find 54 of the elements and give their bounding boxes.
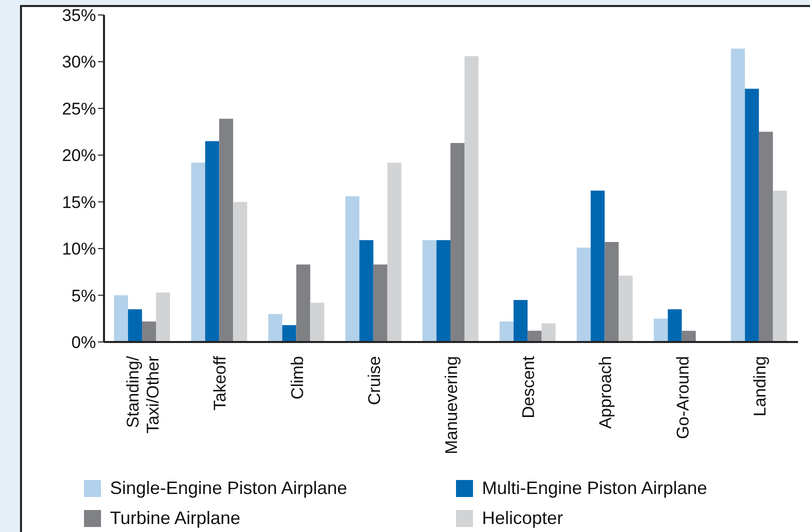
- y-tick-label: 20%: [62, 146, 96, 166]
- bar: [500, 321, 514, 342]
- bar: [542, 323, 556, 342]
- bar: [576, 248, 591, 342]
- bar: [422, 240, 436, 342]
- bar: [373, 264, 388, 342]
- bar: [450, 142, 464, 342]
- x-tick-label: Landing: [750, 356, 770, 417]
- x-tick-label: Takeoff: [210, 356, 230, 411]
- legend-label: Multi-Engine Piston Airplane: [482, 478, 708, 498]
- y-tick-label: 35%: [62, 6, 96, 26]
- bar: [219, 118, 234, 342]
- bar: [345, 196, 360, 342]
- bar: [282, 325, 296, 342]
- bar: [233, 202, 248, 342]
- x-tick-label: Standing/Taxi/Other: [124, 356, 163, 434]
- bar: [730, 48, 745, 342]
- bar: [618, 276, 633, 342]
- y-tick-label: 15%: [62, 192, 96, 212]
- bar: [436, 240, 450, 342]
- bar: [590, 190, 605, 342]
- x-tick-label: Go-Around: [673, 356, 692, 440]
- bar: [604, 242, 619, 342]
- bar: [387, 162, 402, 342]
- y-tick-label: 5%: [71, 286, 96, 306]
- legend-label: Helicopter: [482, 508, 564, 528]
- x-tick-label: Approach: [596, 356, 616, 429]
- y-tick-label: 0%: [71, 333, 96, 352]
- bar: [310, 302, 324, 342]
- bar: [114, 295, 128, 342]
- x-tick-label: Descent: [519, 356, 538, 418]
- bar: [156, 292, 170, 342]
- bar: [128, 309, 142, 342]
- y-tick-label: 25%: [62, 99, 96, 118]
- bar: [205, 141, 220, 342]
- bar: [296, 264, 310, 342]
- x-tick-label: Manuevering: [442, 356, 461, 454]
- bar: [268, 314, 282, 342]
- bar: [191, 162, 206, 342]
- bar: [142, 321, 156, 342]
- bar: [668, 309, 682, 342]
- bar: [654, 318, 668, 342]
- bar: [464, 56, 478, 342]
- x-tick-label: Cruise: [364, 356, 384, 406]
- bar: [758, 132, 773, 342]
- bar: [359, 240, 374, 342]
- x-tick-label: Climb: [288, 356, 307, 400]
- y-tick-label: 30%: [62, 52, 96, 72]
- bar: [514, 300, 528, 342]
- legend-label: Turbine Airplane: [110, 508, 240, 528]
- y-tick-label: 10%: [62, 240, 96, 259]
- bar: [772, 190, 787, 342]
- bar: [744, 88, 759, 342]
- legend-label: Single-Engine Piston Airplane: [110, 478, 348, 498]
